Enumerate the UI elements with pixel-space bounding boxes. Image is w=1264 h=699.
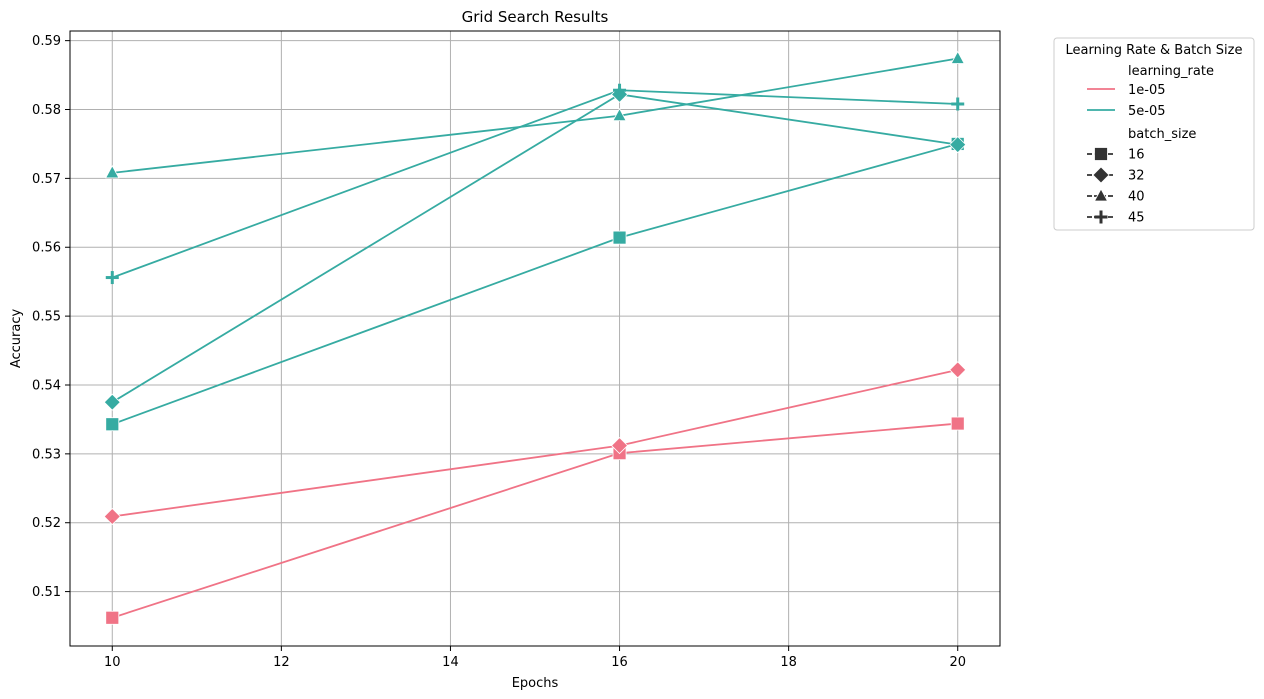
x-tick-label: 12 (273, 655, 290, 670)
y-tick-label: 0.58 (32, 103, 61, 118)
legend-style-label: 16 (1128, 148, 1145, 163)
data-point-lr-5e-05-bs-45 (613, 83, 627, 97)
data-point-lr-5e-05-bs-16 (612, 230, 627, 245)
data-point-lr-5e-05-bs-45 (951, 97, 965, 111)
legend: Learning Rate & Batch Size learning_rate… (1053, 37, 1255, 231)
data-point-lr-5e-05-bs-32 (949, 136, 967, 154)
x-tick-label: 16 (611, 655, 628, 670)
legend-marker-square-icon (1094, 147, 1108, 161)
y-tick-label: 0.56 (32, 241, 61, 256)
y-tick-label: 0.52 (32, 516, 61, 531)
series-line-lr-1e-05-bs-32 (112, 368, 958, 518)
series-lines (111, 57, 958, 619)
data-point-lr-1e-05-bs-32 (949, 361, 967, 379)
y-tick-label: 0.53 (32, 447, 61, 462)
y-tick-label: 0.57 (32, 172, 61, 187)
legend-hue-label: 1e-05 (1128, 83, 1166, 98)
data-point-lr-5e-05-bs-45 (105, 271, 119, 285)
data-markers (103, 50, 967, 625)
x-tick-label: 18 (780, 655, 797, 670)
grid-lines (70, 31, 1000, 646)
data-point-lr-5e-05-bs-32 (103, 393, 121, 411)
legend-marker-triangle-icon (1093, 188, 1109, 202)
legend-style-title: batch_size (1128, 127, 1196, 142)
y-tick-label: 0.54 (32, 378, 61, 393)
legend-marker-plus-icon (1094, 210, 1108, 224)
data-point-lr-5e-05-bs-16 (105, 417, 120, 432)
legend-title: Learning Rate & Batch Size (1066, 43, 1243, 58)
x-axis-ticks: 10 12 14 16 18 20 (104, 646, 966, 670)
legend-style-label: 45 (1128, 211, 1145, 226)
chart-title: Grid Search Results (462, 8, 609, 26)
y-tick-label: 0.59 (32, 34, 61, 49)
series-line-lr-5e-05-bs-45 (111, 89, 958, 279)
series-line-lr-5e-05-bs-16 (111, 143, 958, 426)
data-point-lr-5e-05-bs-40 (950, 50, 965, 64)
x-axis-label: Epochs (512, 676, 559, 691)
series-line-lr-5e-05-bs-32 (111, 93, 958, 403)
legend-box (1053, 37, 1255, 231)
y-axis-ticks: 0.51 0.52 0.53 0.54 0.55 0.56 0.57 0.58 0.59 (32, 34, 70, 600)
legend-hue-title: learning_rate (1128, 64, 1214, 79)
x-tick-label: 20 (949, 655, 966, 670)
x-tick-label: 10 (104, 655, 121, 670)
plot-frame (69, 30, 1001, 647)
x-tick-label: 14 (442, 655, 459, 670)
legend-entries: 1e-05 5e-05 16 32 40 45 (1087, 83, 1166, 226)
data-point-lr-5e-05-bs-40 (105, 165, 120, 179)
data-point-lr-1e-05-bs-32 (610, 437, 629, 455)
legend-hue-label: 5e-05 (1128, 104, 1166, 119)
y-tick-label: 0.51 (32, 585, 61, 600)
data-point-lr-5e-05-bs-40 (612, 107, 627, 122)
data-point-lr-1e-05-bs-16 (950, 416, 965, 431)
y-tick-label: 0.55 (32, 310, 61, 325)
series-line-lr-1e-05-bs-16 (111, 422, 958, 619)
y-axis-label: Accuracy (9, 309, 24, 369)
data-point-lr-1e-05-bs-32 (103, 507, 121, 526)
data-point-lr-1e-05-bs-16 (105, 610, 120, 625)
legend-style-label: 40 (1128, 190, 1145, 205)
legend-style-label: 32 (1128, 169, 1145, 184)
legend-marker-diamond-icon (1092, 166, 1110, 184)
series-line-lr-5e-05-bs-40 (112, 57, 958, 174)
